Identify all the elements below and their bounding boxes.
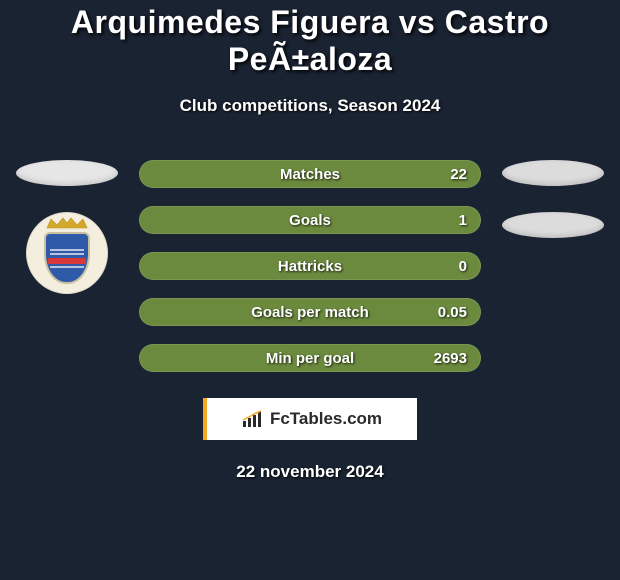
stat-label: Hattricks [278,258,342,275]
content-row: Matches 22 Goals 1 Hattricks 0 Goals per… [0,160,620,372]
stat-row: Min per goal 2693 [139,344,481,372]
stat-label: Goals [289,212,331,229]
brand-box: FcTables.com [203,398,417,440]
player-left-column [15,160,119,294]
stat-row: Matches 22 [139,160,481,188]
stat-value: 22 [450,166,467,183]
stats-list: Matches 22 Goals 1 Hattricks 0 Goals per… [139,160,481,372]
club-badge [26,212,108,294]
stat-row: Goals 1 [139,206,481,234]
placeholder-ellipse [502,212,604,238]
date-text: 22 november 2024 [0,462,620,482]
stat-label: Goals per match [251,304,369,321]
stat-row: Hattricks 0 [139,252,481,280]
brand-text: FcTables.com [270,409,382,429]
stat-value: 2693 [434,350,467,367]
stat-row: Goals per match 0.05 [139,298,481,326]
subtitle: Club competitions, Season 2024 [0,96,620,116]
shield-icon [44,232,90,284]
stat-label: Matches [280,166,340,183]
infographic-root: Arquimedes Figuera vs Castro PeÃ±aloza C… [0,0,620,482]
stat-value: 0.05 [438,304,467,321]
stat-value: 1 [459,212,467,229]
page-title: Arquimedes Figuera vs Castro PeÃ±aloza [0,4,620,78]
player-right-column [501,160,605,238]
bar-chart-icon [242,410,264,428]
placeholder-ellipse [502,160,604,186]
crown-icon [45,216,89,230]
stat-value: 0 [459,258,467,275]
stat-label: Min per goal [266,350,354,367]
placeholder-ellipse [16,160,118,186]
